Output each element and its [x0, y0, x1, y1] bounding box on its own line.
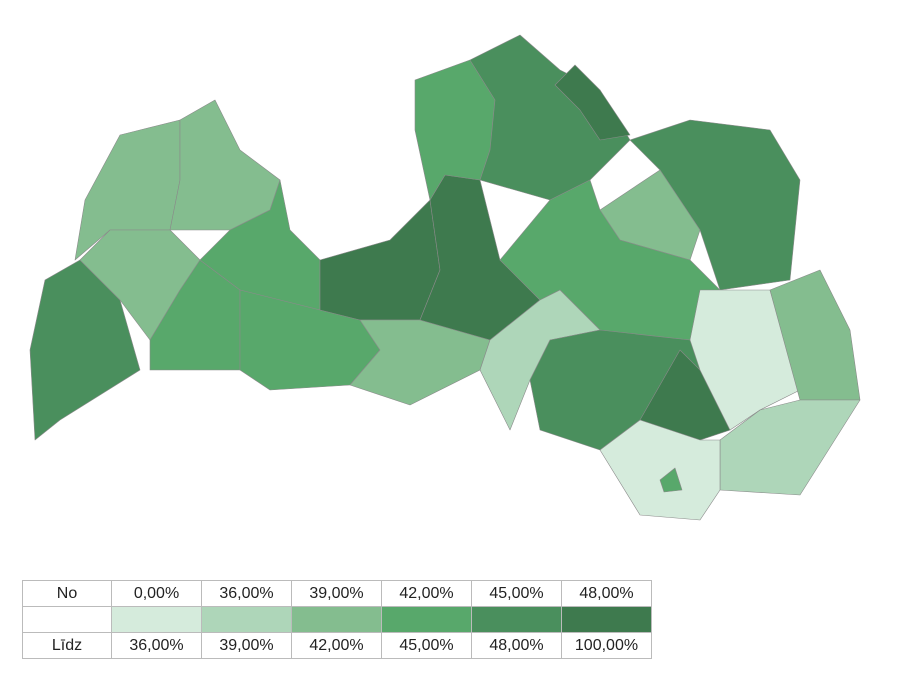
legend-label: Līdz [22, 632, 112, 659]
legend-label: No [22, 580, 112, 607]
legend-from: 0,00% [111, 580, 202, 607]
legend-to: 42,00% [291, 632, 382, 659]
map [29, 34, 861, 521]
legend: No 0,00% 36,00% 39,00% 42,00% 45,00% 48,00% Lī… [22, 580, 652, 659]
legend-row: Līdz 36,00% 39,00% 42,00% 45,00% 48,00% 100,00… [22, 632, 652, 659]
legend-swatch [471, 606, 562, 633]
legend-swatch [561, 606, 652, 633]
legend-row [22, 606, 652, 633]
region [169, 99, 281, 231]
legend-to: 36,00% [111, 632, 202, 659]
legend-from: 45,00% [471, 580, 562, 607]
legend-from: 48,00% [561, 580, 652, 607]
region [689, 289, 801, 431]
region [769, 269, 861, 401]
legend-to: 100,00% [561, 632, 652, 659]
region [659, 467, 683, 493]
region [599, 419, 721, 521]
legend-swatch [111, 606, 202, 633]
legend-to: 48,00% [471, 632, 562, 659]
legend-swatch [381, 606, 472, 633]
legend-from: 36,00% [201, 580, 292, 607]
legend-from: 42,00% [381, 580, 472, 607]
region [554, 64, 631, 141]
region [319, 199, 441, 321]
legend-blank [22, 606, 112, 633]
legend-row: No 0,00% 36,00% 39,00% 42,00% 45,00% 48,00% [22, 580, 652, 607]
legend-to: 45,00% [381, 632, 472, 659]
legend-to: 39,00% [201, 632, 292, 659]
legend-from: 39,00% [291, 580, 382, 607]
legend-swatch [291, 606, 382, 633]
legend-swatch [201, 606, 292, 633]
